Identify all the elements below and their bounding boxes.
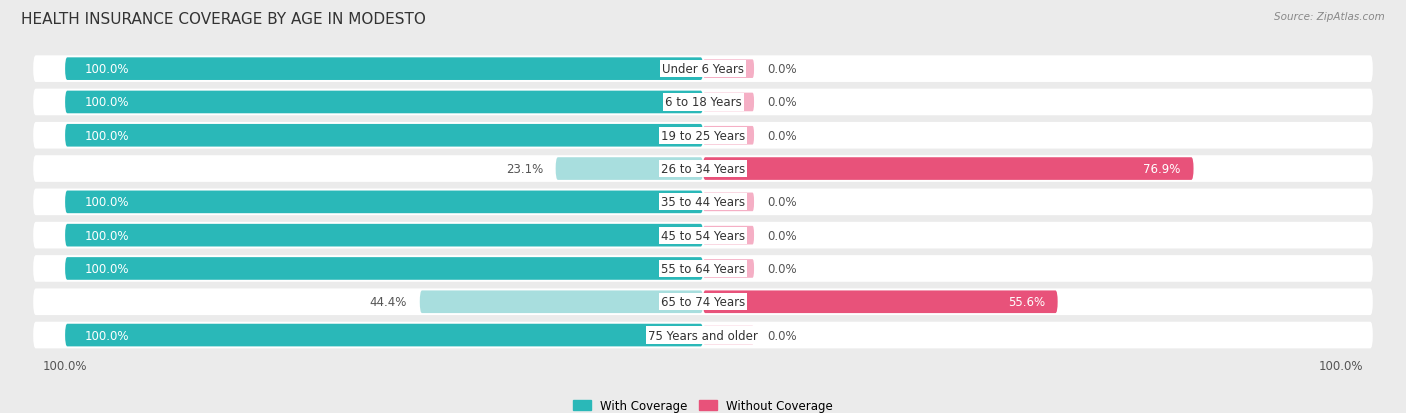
FancyBboxPatch shape — [420, 291, 703, 313]
Text: 100.0%: 100.0% — [84, 262, 129, 275]
FancyBboxPatch shape — [703, 259, 754, 278]
Text: 0.0%: 0.0% — [766, 96, 796, 109]
Text: 35 to 44 Years: 35 to 44 Years — [661, 196, 745, 209]
Text: 76.9%: 76.9% — [1143, 163, 1181, 176]
FancyBboxPatch shape — [34, 56, 1372, 83]
Text: 55.6%: 55.6% — [1008, 296, 1045, 309]
FancyBboxPatch shape — [34, 156, 1372, 183]
FancyBboxPatch shape — [703, 93, 754, 112]
FancyBboxPatch shape — [65, 324, 703, 347]
FancyBboxPatch shape — [65, 191, 703, 214]
FancyBboxPatch shape — [703, 326, 754, 344]
FancyBboxPatch shape — [555, 158, 703, 180]
FancyBboxPatch shape — [703, 158, 1194, 180]
Text: 0.0%: 0.0% — [766, 229, 796, 242]
FancyBboxPatch shape — [703, 291, 1057, 313]
FancyBboxPatch shape — [65, 224, 703, 247]
FancyBboxPatch shape — [703, 60, 754, 79]
FancyBboxPatch shape — [703, 226, 754, 245]
Text: 0.0%: 0.0% — [766, 196, 796, 209]
Text: 75 Years and older: 75 Years and older — [648, 329, 758, 342]
Text: 44.4%: 44.4% — [370, 296, 406, 309]
FancyBboxPatch shape — [34, 322, 1372, 349]
FancyBboxPatch shape — [34, 256, 1372, 282]
Text: 100.0%: 100.0% — [84, 63, 129, 76]
FancyBboxPatch shape — [34, 289, 1372, 315]
FancyBboxPatch shape — [34, 123, 1372, 149]
FancyBboxPatch shape — [34, 222, 1372, 249]
FancyBboxPatch shape — [65, 91, 703, 114]
Text: 0.0%: 0.0% — [766, 262, 796, 275]
Text: 65 to 74 Years: 65 to 74 Years — [661, 296, 745, 309]
Text: 0.0%: 0.0% — [766, 329, 796, 342]
FancyBboxPatch shape — [703, 127, 754, 145]
Text: 0.0%: 0.0% — [766, 63, 796, 76]
Legend: With Coverage, Without Coverage: With Coverage, Without Coverage — [568, 394, 838, 413]
Text: Source: ZipAtlas.com: Source: ZipAtlas.com — [1274, 12, 1385, 22]
Text: HEALTH INSURANCE COVERAGE BY AGE IN MODESTO: HEALTH INSURANCE COVERAGE BY AGE IN MODE… — [21, 12, 426, 27]
Text: 23.1%: 23.1% — [506, 163, 543, 176]
Text: 45 to 54 Years: 45 to 54 Years — [661, 229, 745, 242]
FancyBboxPatch shape — [703, 193, 754, 212]
Text: 100.0%: 100.0% — [84, 229, 129, 242]
Text: 26 to 34 Years: 26 to 34 Years — [661, 163, 745, 176]
Text: 100.0%: 100.0% — [84, 96, 129, 109]
Text: 19 to 25 Years: 19 to 25 Years — [661, 129, 745, 142]
FancyBboxPatch shape — [65, 125, 703, 147]
FancyBboxPatch shape — [34, 189, 1372, 216]
Text: 100.0%: 100.0% — [84, 329, 129, 342]
FancyBboxPatch shape — [65, 258, 703, 280]
Text: 6 to 18 Years: 6 to 18 Years — [665, 96, 741, 109]
Text: 100.0%: 100.0% — [84, 129, 129, 142]
Text: Under 6 Years: Under 6 Years — [662, 63, 744, 76]
FancyBboxPatch shape — [34, 90, 1372, 116]
Text: 55 to 64 Years: 55 to 64 Years — [661, 262, 745, 275]
Text: 0.0%: 0.0% — [766, 129, 796, 142]
FancyBboxPatch shape — [65, 58, 703, 81]
Text: 100.0%: 100.0% — [84, 196, 129, 209]
